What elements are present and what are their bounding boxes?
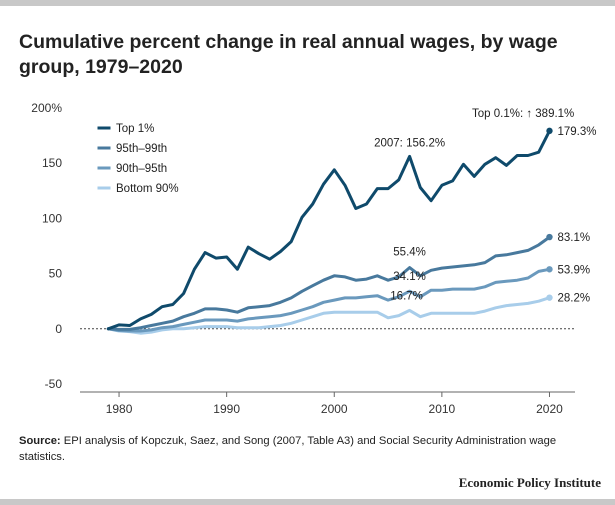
y-tick-label: -50 — [45, 377, 63, 391]
end-label-top1: 179.3% — [557, 126, 596, 138]
legend-label: 90th–95th — [116, 163, 167, 175]
series-end-point — [546, 294, 553, 301]
source-label: Source: — [19, 435, 61, 447]
annotation-2007-95-99: 55.4% — [393, 247, 426, 259]
annotation-2007-bottom90: 16.7% — [390, 290, 423, 302]
x-tick-label: 2010 — [429, 402, 456, 416]
y-tick-label: 100 — [42, 211, 62, 225]
top-border — [0, 0, 615, 6]
y-tick-label: 50 — [49, 267, 63, 281]
x-tick-label: 1980 — [106, 402, 133, 416]
chart-title: Cumulative percent change in real annual… — [19, 31, 558, 78]
series-line-bottom-90- — [106, 296, 551, 335]
legend-label: 95th–99th — [116, 143, 167, 155]
line-chart: -50 0 50 100 150 200% 1980 1990 2000 2010 2020 179… — [31, 101, 596, 416]
legend-label: Top 1% — [116, 123, 154, 135]
end-label-90-95: 53.9% — [557, 264, 590, 276]
y-tick-label: 200% — [31, 101, 62, 115]
x-tick-label: 1990 — [213, 402, 240, 416]
series-end-point — [546, 127, 553, 135]
end-label-95-99: 83.1% — [557, 232, 590, 244]
x-tick-label: 2020 — [536, 402, 563, 416]
series-end-point — [546, 233, 553, 241]
series-line-90th-95th — [106, 267, 551, 333]
y-tick-label: 150 — [42, 156, 62, 170]
series-line-top-1- — [106, 129, 551, 331]
series-line-95th-99th — [106, 235, 551, 331]
y-tick-label: 0 — [55, 322, 62, 336]
annotation-top01: Top 0.1%: ↑ 389.1% — [472, 108, 574, 120]
annotation-2007-peak: 2007: 156.2% — [374, 137, 445, 149]
x-tick-label: 2000 — [321, 402, 348, 416]
legend-label: Bottom 90% — [116, 183, 179, 195]
source-text: EPI analysis of Kopczuk, Saez, and Song … — [19, 435, 557, 463]
end-label-bottom90: 28.2% — [557, 293, 590, 305]
annotation-2007-90-95: 34.1% — [393, 271, 426, 283]
bottom-border — [0, 499, 615, 505]
brand-logo-text: Economic Policy Institute — [458, 475, 601, 490]
series-end-point — [546, 266, 553, 273]
source-note: Source: EPI analysis of Kopczuk, Saez, a… — [19, 433, 604, 465]
